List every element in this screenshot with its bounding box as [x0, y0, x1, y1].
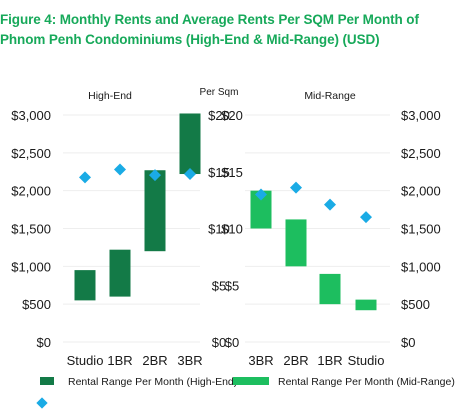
high-end-range-bars: [74, 113, 201, 301]
high-end-per-sqm-tick-label: $0: [212, 335, 226, 350]
high-end-rent-tick-label: $2,000: [11, 184, 51, 199]
mid-range-rent-tick-label: $500: [401, 297, 430, 312]
mid-range-per-sqm-marker: [360, 211, 372, 224]
chart-title-line-1: Figure 4: Monthly Rents and Average Rent…: [0, 12, 419, 27]
high-end-category-labels: Studio 1BR 2BR 3BR: [67, 353, 203, 368]
high-end-per-sqm-marker: [79, 171, 91, 184]
mid-range-rent-tick-label: $1,500: [401, 222, 441, 237]
high-end-per-sqm-axis: $0 $5 $10 $15 $20: [208, 108, 230, 350]
mid-range-category-label: 2BR: [283, 353, 308, 368]
mid-range-rent-tick-label: $0: [401, 335, 415, 350]
mid-range-range-bar: [285, 219, 307, 267]
high-end-per-sqm-marker: [184, 168, 196, 181]
mid-range-per-sqm-tick-label: $0: [225, 335, 239, 350]
high-end-category-label: 2BR: [142, 353, 167, 368]
mid-range-per-sqm-markers: [255, 181, 372, 224]
mid-range-category-label: 1BR: [317, 353, 342, 368]
mid-range-category-label: 3BR: [248, 353, 273, 368]
mid-range-per-sqm-marker: [290, 181, 302, 194]
high-end-panel-label: High-End: [88, 90, 132, 102]
high-end-category-label: 3BR: [177, 353, 202, 368]
mid-range-rent-tick-label: $1,000: [401, 259, 441, 274]
mid-range-category-label: Studio: [348, 353, 385, 368]
high-end-range-bar: [144, 170, 166, 252]
high-end-rent-tick-label: $0: [37, 335, 51, 350]
high-end-rent-tick-label: $2,500: [11, 146, 51, 161]
high-end-per-sqm-markers: [79, 163, 196, 184]
high-end-rent-tick-label: $3,000: [11, 108, 51, 123]
high-end-category-label: Studio: [67, 353, 104, 368]
mid-range-panel-label: Mid-Range: [304, 90, 356, 102]
high-end-category-label: 1BR: [107, 353, 132, 368]
mid-range-range-bar: [319, 273, 341, 305]
high-end-range-bar: [179, 113, 201, 175]
high-end-rent-tick-label: $1,000: [11, 259, 51, 274]
legend-label-high-end: Rental Range Per Month (High-End): [68, 376, 237, 388]
high-end-rent-tick-label: $500: [22, 297, 51, 312]
per-sqm-axis-label: Per Sqm: [200, 87, 239, 98]
mid-range-range-bar: [250, 190, 272, 229]
mid-range-range-bar: [355, 299, 377, 311]
legend-marker-per-sqm: [36, 397, 48, 409]
mid-range-rent-tick-label: $2,500: [401, 146, 441, 161]
high-end-rent-tick-label: $1,500: [11, 222, 51, 237]
mid-range-per-sqm-tick-label: $10: [221, 222, 243, 237]
mid-range-category-labels: 3BR 2BR 1BR Studio: [248, 353, 384, 368]
mid-range-per-sqm-axis: $0 $5 $10 $15 $20: [221, 108, 243, 350]
mid-range-rent-tick-label: $2,000: [401, 184, 441, 199]
high-end-per-sqm-marker: [149, 169, 161, 182]
mid-range-per-sqm-tick-label: $15: [221, 165, 243, 180]
high-end-range-bar: [74, 270, 96, 301]
mid-range-rent-tick-label: $3,000: [401, 108, 441, 123]
legend-label-mid-range: Rental Range Per Month (Mid-Range): [278, 376, 455, 388]
legend: Rental Range Per Month (High-End) Rental…: [36, 376, 455, 409]
mid-range-per-sqm-marker: [324, 198, 336, 211]
high-end-per-sqm-tick-label: $20: [208, 108, 230, 123]
mid-range-per-sqm-tick-label: $5: [225, 278, 239, 293]
legend-swatch-mid-range: [233, 377, 269, 385]
chart-title-line-2: Phnom Penh Condominiums (High-End & Mid-…: [0, 32, 380, 47]
high-end-per-sqm-tick-label: $15: [208, 165, 230, 180]
mid-range-per-sqm-marker: [255, 188, 267, 201]
high-end-range-bar: [109, 249, 131, 297]
high-end-per-sqm-tick-label: $5: [212, 278, 226, 293]
chart-title: Figure 4: Monthly Rents and Average Rent…: [0, 10, 460, 50]
high-end-rent-axis: $0 $500 $1,000 $1,500 $2,000 $2,500 $3,000: [11, 108, 51, 350]
mid-range-range-bars: [250, 190, 377, 311]
mid-range-rent-axis: $0 $500 $1,000 $1,500 $2,000 $2,500 $3,000: [401, 108, 441, 350]
high-end-per-sqm-tick-label: $10: [208, 222, 230, 237]
high-end-per-sqm-marker: [114, 163, 126, 176]
mid-range-per-sqm-tick-label: $20: [221, 108, 243, 123]
legend-swatch-high-end: [40, 377, 54, 385]
